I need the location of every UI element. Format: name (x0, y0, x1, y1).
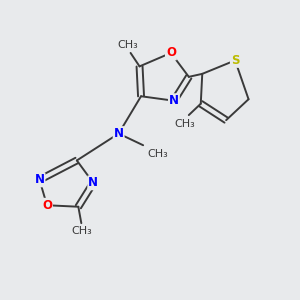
Text: CH₃: CH₃ (117, 40, 138, 50)
Text: CH₃: CH₃ (147, 149, 168, 159)
Text: O: O (42, 199, 52, 212)
Text: CH₃: CH₃ (71, 226, 92, 236)
Text: S: S (231, 54, 239, 67)
Text: N: N (169, 94, 179, 107)
Text: CH₃: CH₃ (174, 118, 195, 129)
Text: N: N (34, 173, 44, 186)
Text: N: N (114, 127, 124, 140)
Text: N: N (88, 176, 98, 189)
Text: O: O (166, 46, 176, 59)
